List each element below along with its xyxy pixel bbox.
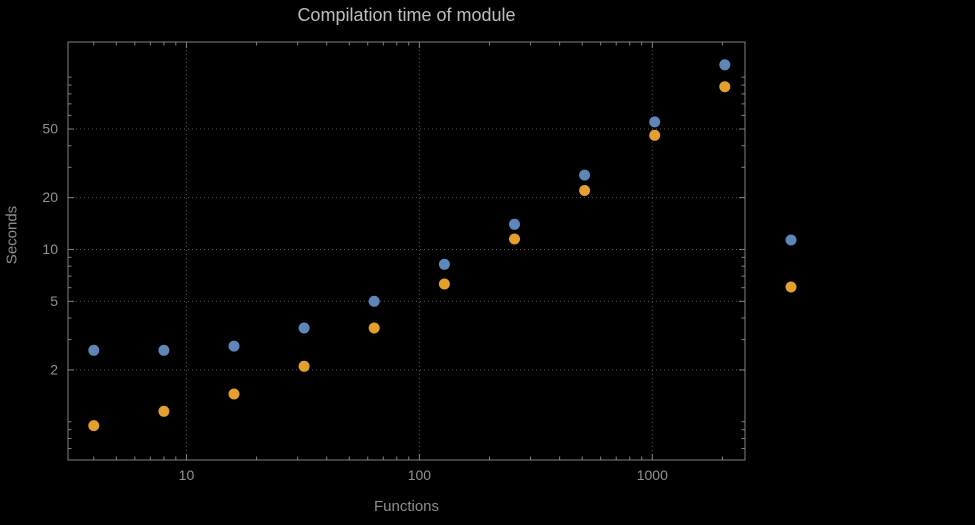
x-tick-label: 100 (408, 467, 432, 483)
data-point-series-1 (228, 340, 240, 352)
y-tick-label: 20 (42, 189, 58, 205)
y-tick-label: 50 (42, 121, 58, 137)
data-point-series-1 (158, 344, 170, 356)
data-point-series-2 (88, 420, 100, 432)
data-point-series-2 (509, 233, 520, 245)
x-tick-label: 10 (179, 467, 195, 483)
x-tick-label: 1000 (637, 467, 668, 483)
legend-marker-series-1 (785, 234, 797, 246)
data-point-series-1 (509, 218, 520, 230)
data-point-series-1 (298, 322, 310, 334)
y-tick-label: 2 (50, 361, 58, 377)
chart-title: Compilation time of module (297, 5, 516, 25)
y-tick-label: 10 (42, 241, 58, 257)
plot-frame (67, 41, 746, 461)
data-point-series-1 (368, 295, 380, 307)
data-point-series-1 (719, 59, 731, 71)
data-point-series-2 (649, 129, 661, 141)
data-point-series-2 (298, 360, 310, 372)
data-point-series-2 (158, 405, 170, 417)
data-point-series-1 (579, 169, 591, 181)
y-tick-label: 5 (50, 293, 58, 309)
data-point-series-1 (649, 116, 661, 128)
x-axis-label: Functions (373, 498, 440, 515)
data-point-series-1 (438, 258, 450, 270)
legend-marker-series-2 (785, 281, 797, 293)
data-point-series-2 (579, 185, 591, 196)
data-point-series-2 (719, 81, 731, 93)
data-point-series-2 (438, 278, 450, 290)
data-point-series-2 (368, 322, 380, 334)
data-point-series-2 (228, 388, 240, 400)
data-point-series-1 (88, 344, 100, 356)
